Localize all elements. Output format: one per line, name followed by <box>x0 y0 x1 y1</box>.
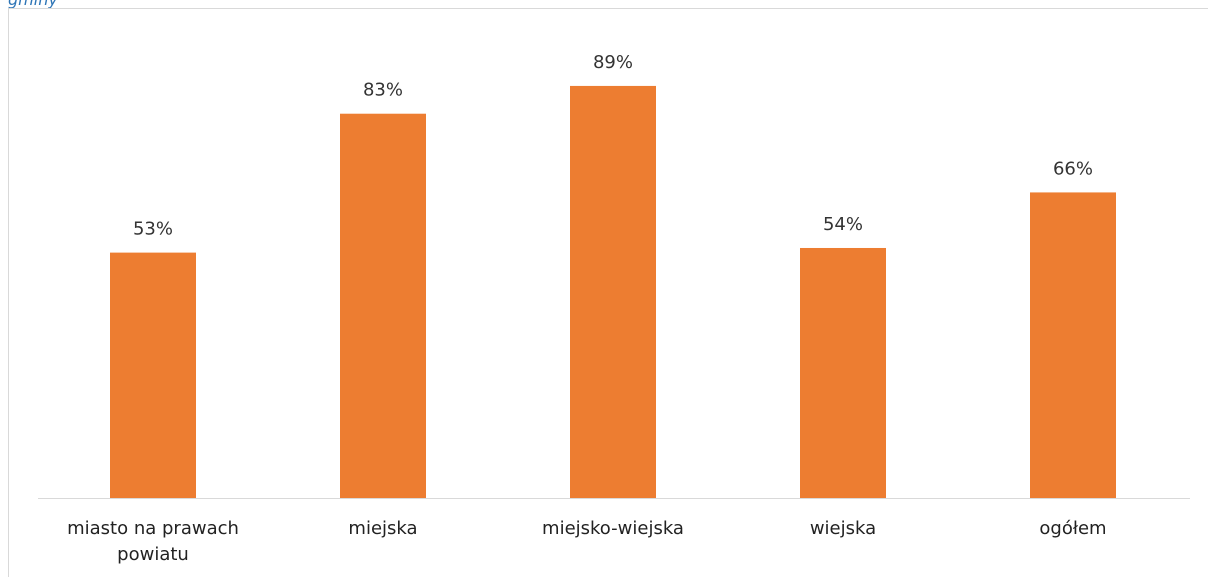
bar <box>1030 192 1116 499</box>
data-label: 66% <box>1053 158 1093 179</box>
x-tick-label: ogółem <box>1039 518 1107 539</box>
data-label: 83% <box>363 80 403 101</box>
chart-frame <box>8 8 1208 577</box>
x-tick-label: miejska <box>348 518 418 539</box>
data-label: 54% <box>823 214 863 235</box>
bar <box>110 252 196 498</box>
data-label: 53% <box>133 219 173 240</box>
bar <box>800 247 886 498</box>
bar <box>570 85 656 499</box>
chart-title: gminy <box>8 0 58 9</box>
x-tick-label: miejsko-wiejska <box>542 518 684 539</box>
bar <box>340 113 426 499</box>
data-label: 89% <box>593 52 633 73</box>
x-tick-label: miasto na prawach powiatu <box>67 518 239 565</box>
x-tick-label: wiejska <box>809 518 877 539</box>
